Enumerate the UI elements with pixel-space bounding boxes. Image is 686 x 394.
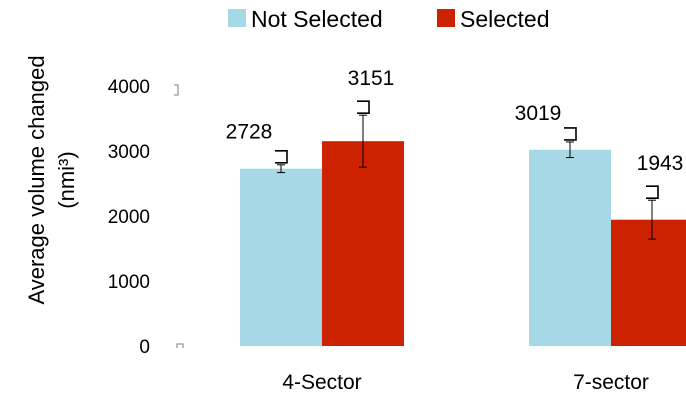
y-axis-unit: (nmi³) (54, 151, 79, 208)
y-tick-label: 3000 (108, 142, 150, 163)
legend-label: Not Selected (251, 6, 383, 32)
x-category-label: 7-sector (573, 371, 649, 394)
legend-swatch (437, 9, 455, 27)
bar-not-selected-7-sector (529, 149, 611, 346)
y-tick-label: 1000 (108, 272, 150, 293)
y-tick-label: 0 (139, 337, 150, 358)
legend: Not Selected Selected (228, 6, 550, 32)
bar-not-selected-4-sector (240, 168, 322, 346)
data-label: 2728 (226, 121, 273, 144)
data-label: 3019 (515, 102, 562, 125)
bar-selected-4-sector (322, 141, 404, 346)
bracket-glyph (646, 185, 659, 200)
bracket-glyph (357, 100, 370, 114)
y-axis-label: Average volume changed (24, 55, 49, 304)
bracket-glyph (564, 127, 577, 141)
axis-bracket-glyph-small (176, 343, 184, 348)
x-axis-categories: 4-Sector 7-sector (282, 371, 649, 394)
y-axis-ticks: 0 1000 2000 3000 4000 (108, 77, 150, 358)
bars: 2728 3151 3019 1943 (226, 67, 686, 346)
bar-selected-7-sector (611, 219, 686, 346)
axis-bracket-glyph (174, 84, 179, 96)
data-label: 1943 (637, 152, 684, 175)
y-tick-label: 2000 (108, 207, 150, 228)
data-label: 3151 (348, 67, 395, 90)
legend-label: Selected (460, 6, 550, 32)
y-axis-label-group: Average volume changed (nmi³) (24, 55, 79, 304)
bracket-glyph (275, 149, 288, 164)
legend-swatch (228, 9, 246, 27)
y-tick-label: 4000 (108, 77, 150, 98)
x-category-label: 4-Sector (282, 371, 361, 394)
